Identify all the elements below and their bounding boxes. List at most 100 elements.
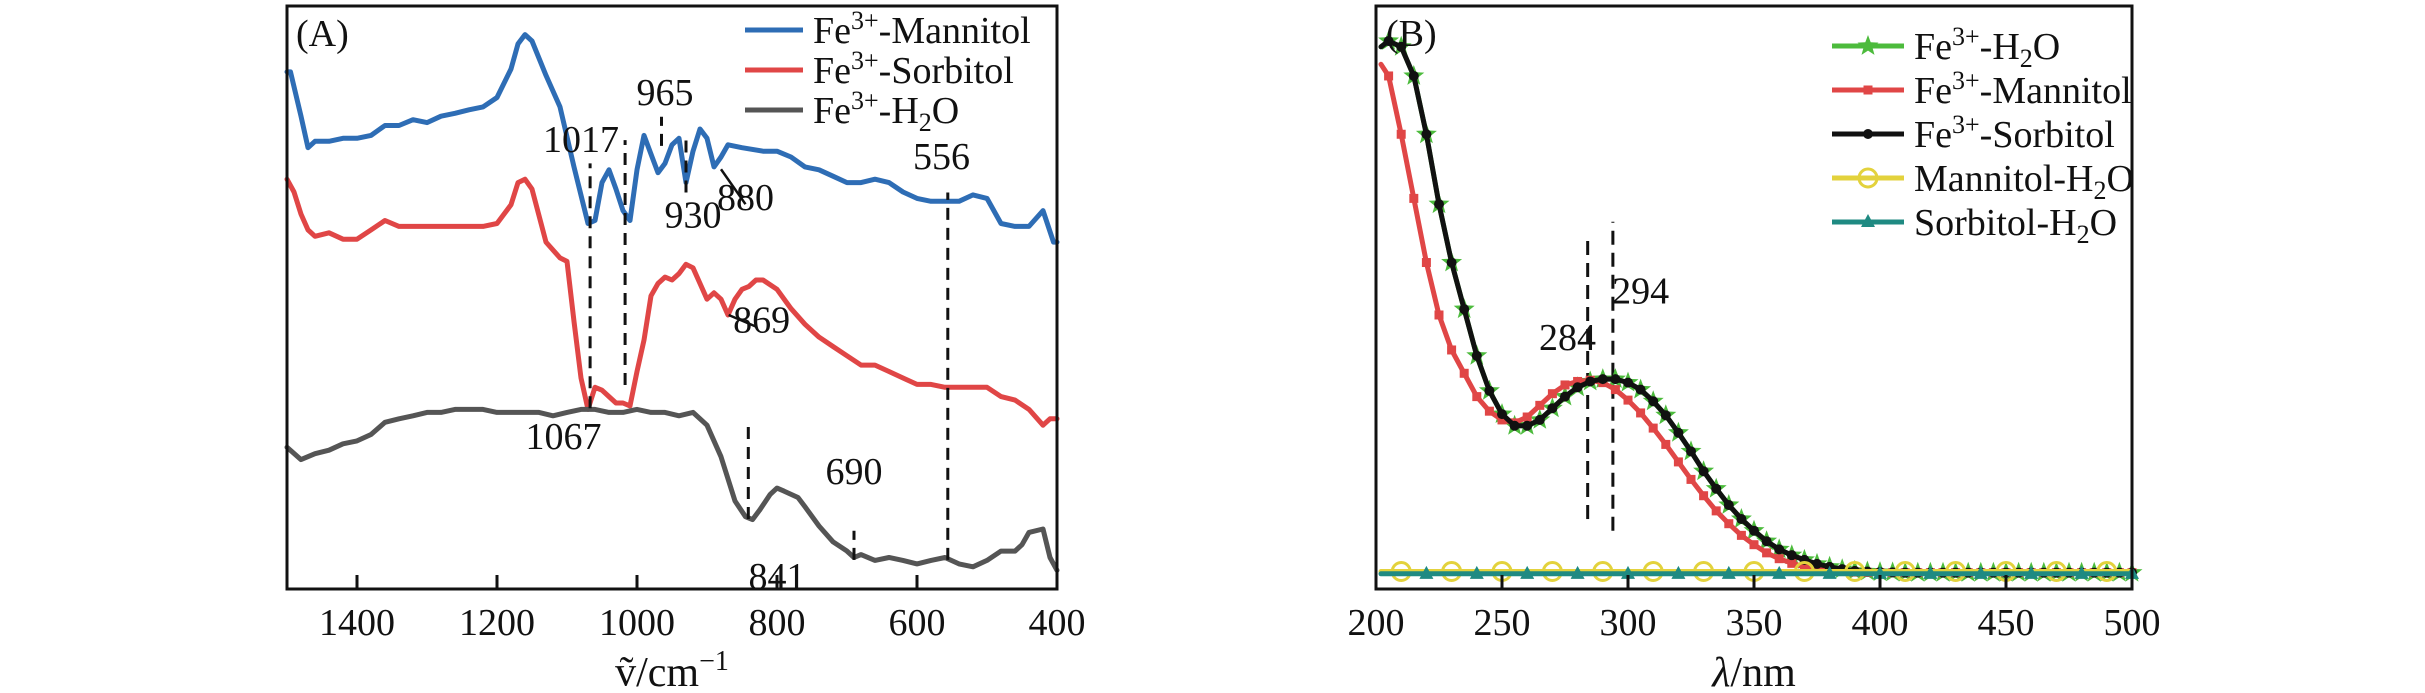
series-marker [1419,565,1434,579]
peak-annotation: 869 [733,299,790,341]
series-marker [1459,304,1470,315]
x-tick-label: 350 [1726,602,1783,644]
x-tick-label: 800 [749,602,806,644]
series-marker [1673,457,1683,467]
panel-a-x-axis-title-main: ṽ/cm [615,650,699,693]
series-marker [1520,565,1535,579]
series-marker [1396,129,1406,139]
series-marker [1383,35,1394,46]
series-marker [1799,562,1809,572]
series-marker [1774,544,1785,555]
panel-b-plot [1378,30,2143,583]
panel-b-x-axis-title: λ/nm [1710,650,1796,693]
series-marker [1469,565,1484,579]
series-marker [1621,565,1635,579]
series-marker [1635,384,1646,395]
series-marker [1408,70,1419,81]
peak-annotation: 841 [749,556,806,598]
series-marker [1873,565,1887,579]
series-marker [1572,382,1583,393]
series-marker [2024,565,2039,579]
x-tick-label: 300 [1600,602,1657,644]
series-marker [1736,530,1746,540]
legend-label-main: Fe [813,90,851,132]
series-marker [1786,550,1797,561]
legend-label-sup: 3+ [1952,22,1980,51]
panel-a: (A) 1400 1200 1000 800 600 400 ṽ/cm−1 965 1017… [284,4,1086,693]
panel-b: (B) 200 250 300 350 400 450 500 λ/nm 284 294 Fe… [1348,4,2161,693]
legend-label-main: Mannitol-H [1914,158,2093,200]
legend-swatch-marker [1863,85,1873,95]
series-marker [1623,395,1633,405]
series-marker [1610,374,1621,385]
series-marker [1547,403,1558,414]
legend-label-sup: 3+ [1952,66,1980,95]
panel-b-x-axis-title-italic: λ [1710,650,1730,693]
legend-label-main: Fe [813,10,851,52]
x-tick-label: 600 [889,602,946,644]
legend-label-main: Fe [1914,114,1952,156]
series-marker [1787,558,1797,568]
x-tick-label: 1400 [319,602,395,644]
series-marker [1671,565,1686,579]
series-marker [1434,310,1444,320]
peak-annotation: 284 [1539,317,1596,359]
panel-a-frame [285,4,1059,591]
series-line [284,176,1060,428]
series-line [284,32,1060,245]
series-marker [1472,392,1482,402]
legend-label-main: Fe [1914,26,1952,68]
series-marker [1623,377,1633,388]
legend-label-rest: -Sorbitol [1980,114,2115,156]
legend-label-rest: -H [879,90,919,132]
peak-annotation: 690 [826,451,883,493]
series-marker [1711,483,1722,494]
legend-swatch-marker [1857,167,1879,189]
x-tick-label: 200 [1348,602,1405,644]
legend-label: Fe3+-H2O [1914,22,2060,73]
series-marker [1471,350,1482,361]
panel-b-annotations: 284 294 [1539,270,1669,359]
legend-label-main: Fe [813,50,851,92]
series-marker [1497,415,1507,425]
series-marker [1673,427,1684,438]
series-marker [1698,466,1709,477]
panel-b-legend: Fe3+-H2OFe3+-MannitolFe3+-SorbitolMannit… [1832,22,2134,249]
legend-label-sub: 2 [2093,176,2106,205]
legend-label: Fe3+-H2O [813,86,959,137]
series-marker [1749,540,1759,550]
peak-annotation: 556 [913,136,970,178]
series-marker [1497,409,1507,420]
panel-a-plot [284,32,1060,573]
x-tick-label: 450 [1978,602,2035,644]
legend-label-sub: 2 [2077,220,2090,249]
series-marker [1973,565,1988,579]
peak-annotation: 880 [717,177,774,219]
series-marker [1724,519,1734,529]
series-marker [1648,423,1658,433]
series-marker [1822,565,1837,579]
legend-label: Sorbitol-H2O [1914,202,2117,249]
legend-swatch-marker [1863,129,1873,139]
series-marker [1723,500,1734,511]
legend-swatch-marker [1861,214,1875,227]
peak-annotation: 294 [1612,270,1669,312]
x-tick-label: 1200 [459,602,535,644]
series-marker [1761,536,1772,547]
series-marker [1535,400,1545,410]
series-marker [1509,420,1520,431]
legend-label-sup: 3+ [851,46,879,75]
series-marker [1762,548,1772,558]
peak-annotation: 965 [637,72,694,114]
legend-label: Fe3+-Sorbitol [1914,110,2115,156]
panel-a-x-ticks: 1400 1200 1000 800 600 400 [319,575,1086,644]
series-marker [1721,565,1736,579]
series-marker [1573,376,1583,386]
series-marker [1686,474,1696,484]
series-marker [1421,258,1431,268]
legend-label: Fe3+-Sorbitol [813,46,1014,92]
series-marker [1610,385,1620,395]
